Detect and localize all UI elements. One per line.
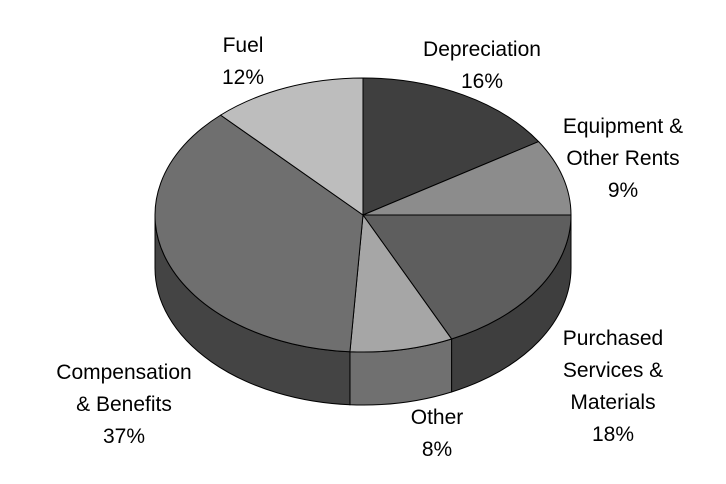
slice-label-2-line-3: 18%: [592, 423, 634, 446]
slice-label-5: Fuel 12%: [222, 34, 264, 89]
pie-slice-0: [362, 77, 540, 216]
slice-labels: Depreciation 16% Equipment & Other Rents 9% P…: [56, 34, 683, 461]
slice-label-4-line-2: 37%: [103, 425, 145, 448]
slice-label-3-line-1: 8%: [422, 438, 452, 461]
slice-label-0: Depreciation 16%: [423, 38, 541, 93]
slice-label-1-line-0: Equipment &: [563, 115, 683, 138]
pie-slice-4: [154, 114, 364, 353]
slice-label-0-line-0: Depreciation: [423, 38, 541, 61]
pie-slice-5: [220, 77, 364, 216]
slice-label-5-line-0: Fuel: [223, 34, 264, 57]
pie-slice-3: [349, 214, 453, 353]
pie-slice-2: [362, 214, 572, 340]
slice-label-2-line-0: Purchased: [563, 327, 663, 350]
slice-label-3: Other 8%: [411, 406, 464, 461]
slice-label-5-line-1: 12%: [222, 66, 264, 89]
slice-label-4-line-1: & Benefits: [76, 393, 172, 416]
slice-label-0-line-1: 16%: [461, 70, 503, 93]
slice-label-4-line-0: Compensation: [56, 361, 191, 384]
slice-label-2-line-1: Services &: [563, 359, 663, 382]
slice-label-2: Purchased Services & Materials 18%: [563, 327, 663, 446]
pie-slice-1: [362, 141, 572, 216]
slice-label-4: Compensation & Benefits 37%: [56, 361, 191, 448]
slice-label-1-line-1: Other Rents: [566, 147, 679, 170]
slice-label-2-line-2: Materials: [570, 391, 655, 414]
pie-top-faces: [154, 77, 572, 353]
slice-label-3-line-0: Other: [411, 406, 464, 429]
slice-label-1-line-2: 9%: [608, 179, 638, 202]
slice-label-1: Equipment & Other Rents 9%: [563, 115, 683, 202]
